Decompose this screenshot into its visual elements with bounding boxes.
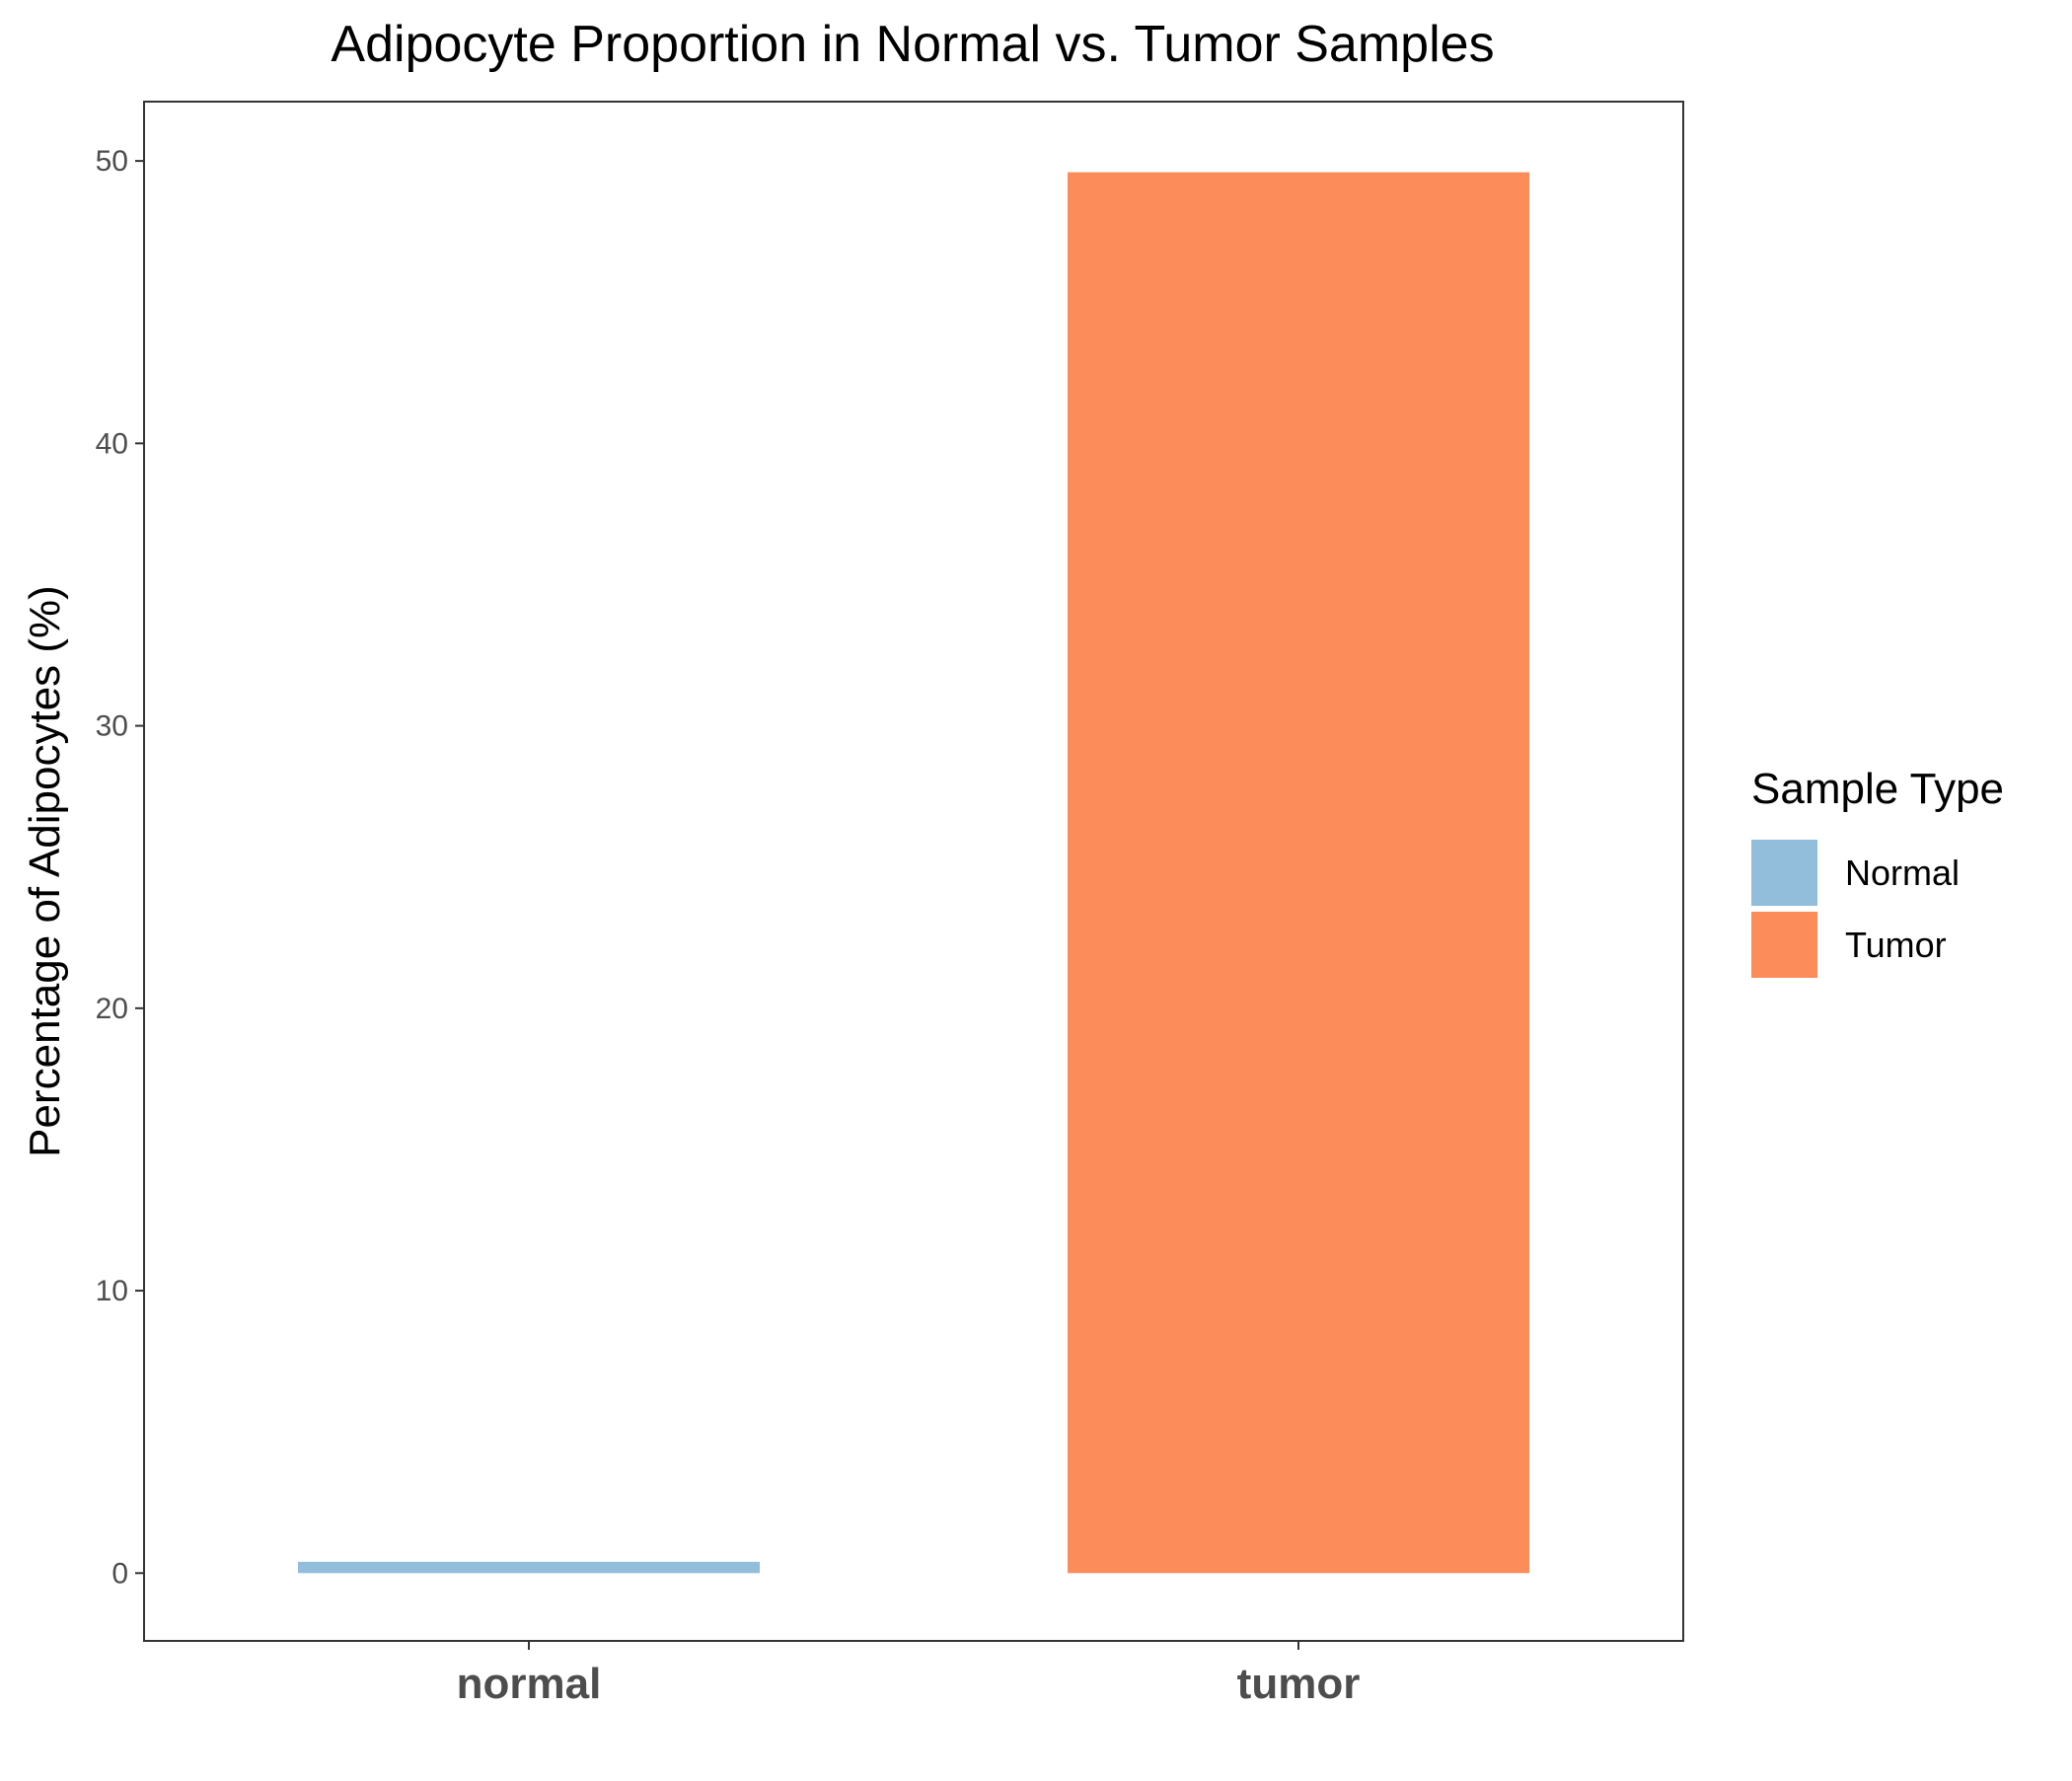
plot-area: 0 10 20 30 40 50 normal tumor	[96, 145, 1529, 1708]
legend-label-tumor: Tumor	[1845, 925, 1947, 965]
y-tick-label: 30	[96, 710, 128, 743]
y-axis-title: Percentage of Adipocytes (%)	[21, 585, 69, 1157]
plot-border	[143, 101, 1684, 1642]
x-tick-label-normal: normal	[457, 1660, 602, 1708]
y-tick-label: 20	[96, 993, 128, 1025]
legend-items: Normal Tumor	[1751, 840, 1960, 978]
legend: Sample Type Normal Tumor	[1751, 765, 2004, 978]
y-tick-label: 40	[96, 427, 128, 460]
y-tick-label: 10	[96, 1275, 128, 1307]
bar-normal	[298, 1561, 760, 1574]
x-tick-label-tumor: tumor	[1237, 1660, 1361, 1708]
bar-tumor	[1068, 172, 1529, 1574]
legend-key-normal	[1751, 840, 1817, 906]
chart-title: Adipocyte Proportion in Normal vs. Tumor…	[331, 16, 1494, 73]
legend-label-normal: Normal	[1845, 853, 1960, 893]
legend-title: Sample Type	[1751, 765, 2004, 813]
y-tick-label: 0	[111, 1557, 128, 1590]
legend-key-tumor	[1751, 912, 1817, 978]
y-tick-label: 50	[96, 145, 128, 178]
